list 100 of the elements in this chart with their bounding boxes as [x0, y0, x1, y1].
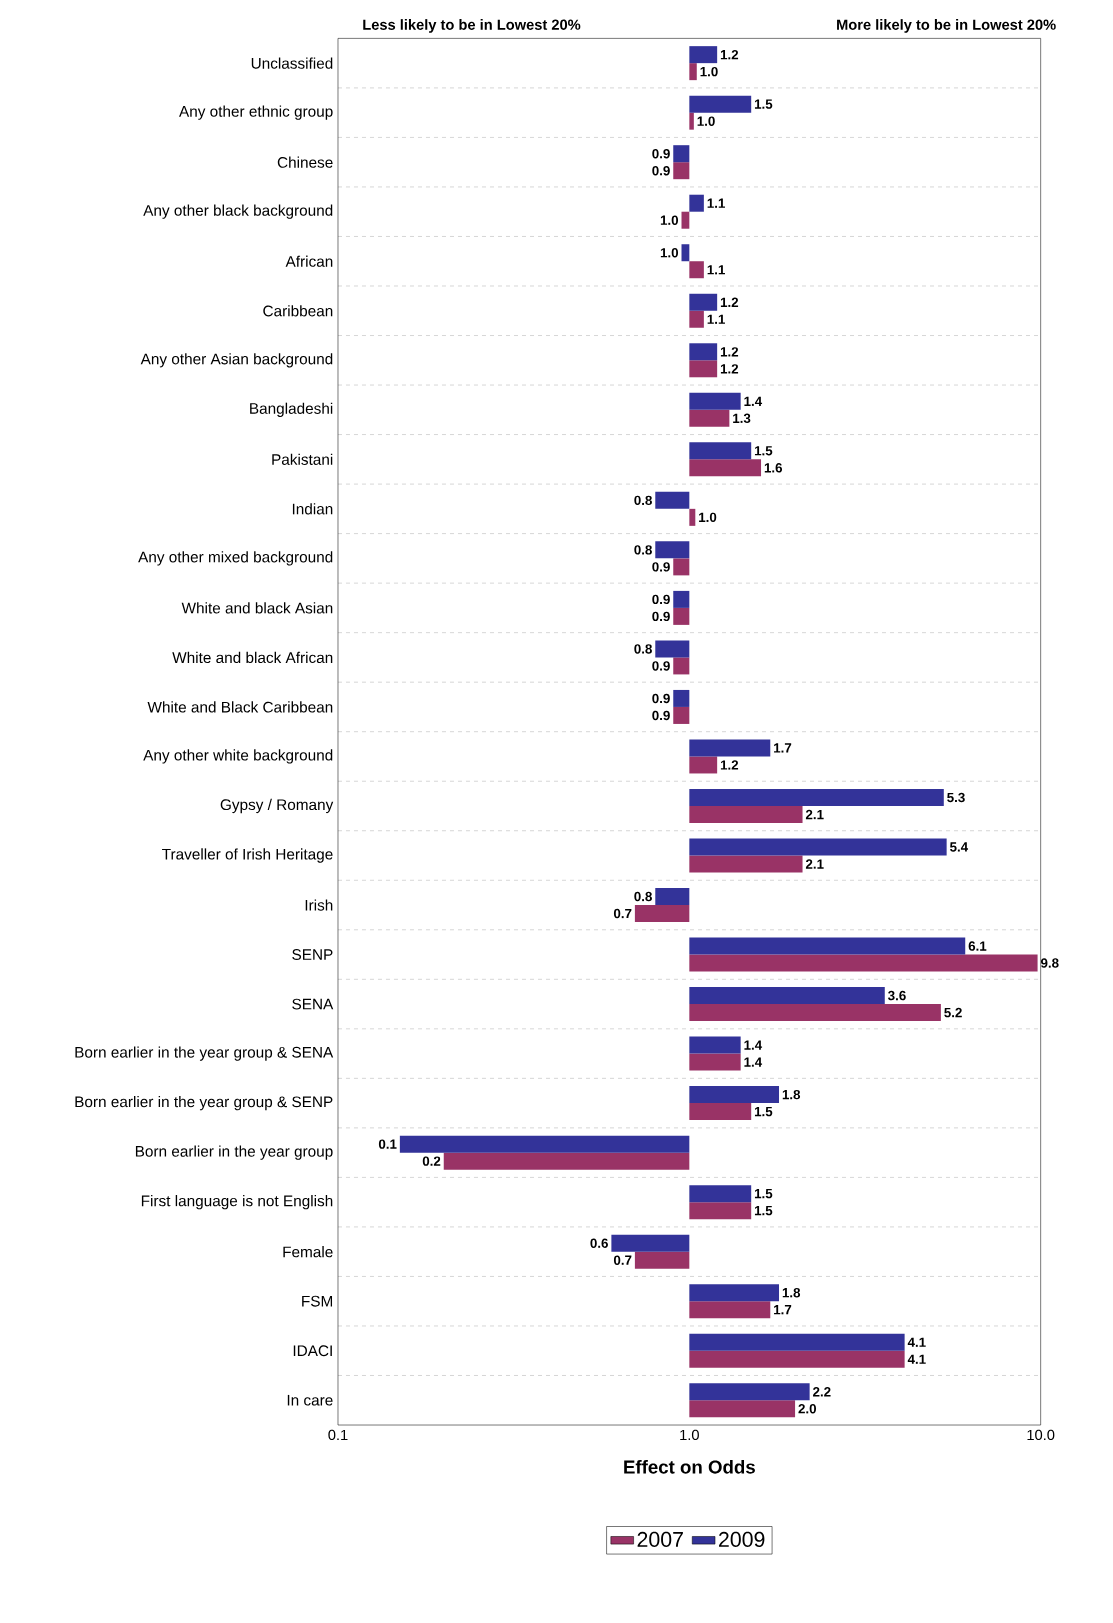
- data-label: 0.9: [652, 661, 670, 671]
- y-tick-label: Caribbean: [263, 305, 333, 317]
- data-label: 1.0: [699, 512, 717, 523]
- data-label: 5.3: [947, 792, 965, 803]
- bar: [689, 63, 697, 81]
- y-tick-label: White and black African: [172, 651, 333, 664]
- bar: [689, 1053, 741, 1071]
- data-label: 5.2: [944, 1007, 962, 1018]
- data-label: 3.6: [888, 990, 906, 1001]
- data-label: 2.1: [805, 859, 824, 869]
- x-tick-label: 1.0: [680, 1429, 699, 1441]
- data-label: 1.0: [697, 116, 715, 126]
- y-tick-label: IDACI: [293, 1345, 332, 1357]
- bar: [655, 491, 690, 509]
- bar: [689, 937, 966, 955]
- bar: [673, 162, 690, 180]
- data-label: 0.2: [422, 1156, 441, 1166]
- data-label: 1.0: [700, 66, 718, 77]
- bar: [689, 1185, 752, 1203]
- legend-label: 2009: [719, 1531, 765, 1547]
- bar: [689, 1284, 780, 1302]
- y-tick-label: Indian: [292, 503, 333, 515]
- bar: [689, 1103, 752, 1121]
- y-tick-label: African: [285, 255, 333, 267]
- bar: [689, 95, 752, 113]
- bar: [689, 739, 771, 757]
- data-label: 2.0: [798, 1404, 817, 1414]
- y-tick-label: Any other black background: [143, 204, 333, 219]
- bar: [689, 1301, 771, 1319]
- data-label: 0.8: [634, 891, 652, 902]
- data-label: 1.6: [764, 463, 783, 473]
- bar: [689, 112, 694, 130]
- text: Less likely to be in Lowest 20%: [363, 19, 581, 33]
- y-tick-label: Gypsy / Romany: [220, 798, 334, 814]
- y-tick-label: Traveller of Irish Heritage: [162, 848, 333, 863]
- data-label: 0.9: [652, 710, 670, 721]
- y-tick-label: Born earlier in the year group: [135, 1145, 333, 1160]
- bar: [655, 640, 690, 658]
- data-label: 5.4: [949, 842, 969, 852]
- data-label: 1.7: [774, 743, 792, 753]
- bar: [689, 46, 718, 64]
- bar: [689, 1333, 905, 1351]
- data-label: 1.5: [754, 1106, 773, 1117]
- bar: [689, 1383, 810, 1401]
- bar: [673, 657, 690, 675]
- data-label: 1.2: [720, 760, 739, 770]
- bar: [689, 954, 1038, 972]
- data-label: 1.8: [782, 1089, 801, 1100]
- bar: [673, 706, 690, 724]
- data-label: 4.1: [907, 1337, 926, 1347]
- y-tick-label: Any other ethnic group: [179, 105, 333, 120]
- bar: [689, 1004, 941, 1022]
- data-label: 1.1: [707, 265, 725, 275]
- y-tick-label: Any other white background: [143, 749, 333, 764]
- bar: [634, 1251, 690, 1269]
- data-label: 1.4: [744, 1057, 763, 1067]
- bar: [689, 805, 803, 823]
- bar: [689, 788, 944, 806]
- data-label: 1.2: [720, 49, 739, 60]
- bar: [689, 1086, 780, 1104]
- y-tick-label: Born earlier in the year group & SENA: [75, 1046, 334, 1061]
- bar: [634, 905, 690, 923]
- bar: [673, 607, 690, 625]
- data-label: 2.2: [813, 1387, 831, 1397]
- bar: [689, 855, 803, 873]
- data-label: 1.3: [733, 413, 751, 424]
- data-label: 0.7: [613, 908, 632, 919]
- bar: [443, 1152, 690, 1170]
- bar: [673, 558, 690, 576]
- data-label: 0.7: [613, 1255, 632, 1265]
- data-label: 0.9: [652, 611, 670, 622]
- data-label: 1.5: [754, 1189, 773, 1199]
- bar: [689, 756, 718, 774]
- bar: [655, 541, 690, 559]
- data-label: 1.1: [707, 198, 725, 208]
- y-tick-label: Born earlier in the year group & SENP: [75, 1095, 333, 1111]
- data-label: 1.5: [754, 1206, 773, 1216]
- bar: [689, 987, 885, 1005]
- bar: [689, 508, 696, 526]
- y-tick-label: FSM: [302, 1295, 333, 1307]
- data-label: 1.0: [660, 248, 679, 258]
- data-label: 1.8: [782, 1287, 801, 1298]
- y-tick-label: Any other mixed background: [138, 551, 333, 566]
- y-tick-label: First language is not English: [141, 1195, 333, 1210]
- bar: [689, 310, 704, 328]
- bar: [655, 888, 690, 906]
- bar: [689, 194, 704, 212]
- data-label: 1.5: [754, 99, 773, 109]
- data-label: 0.9: [652, 165, 670, 176]
- y-tick-label: Bangladeshi: [250, 402, 333, 417]
- bar: [689, 442, 752, 460]
- bar: [673, 590, 690, 608]
- data-label: 1.2: [720, 347, 739, 357]
- data-label: 0.8: [634, 545, 652, 555]
- data-label: 0.8: [634, 644, 652, 654]
- y-tick-label: White and black Asian: [181, 602, 333, 614]
- data-label: 0.9: [652, 148, 670, 159]
- data-label: 2.1: [805, 809, 824, 820]
- bar: [689, 1400, 796, 1418]
- bar: [673, 689, 690, 707]
